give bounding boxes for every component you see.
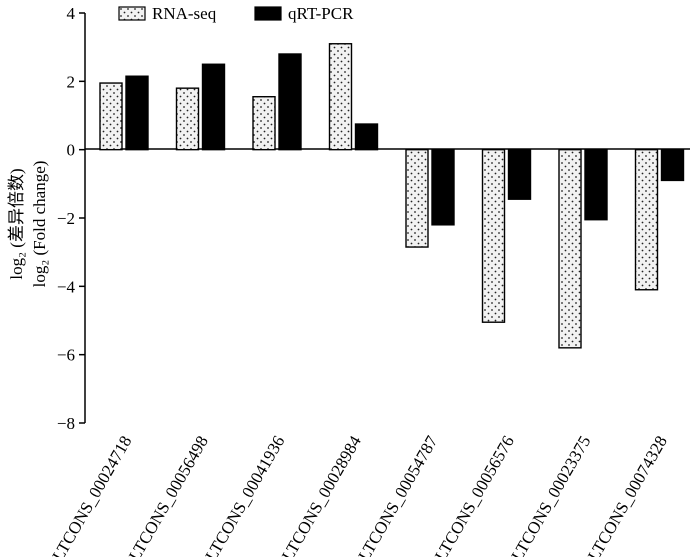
legend-swatch-rnaseq	[118, 6, 146, 21]
x-tick-label: LTCONS_00056498	[125, 433, 212, 557]
y-ticks: 4 2 0 −2 −4 −6 −8	[57, 4, 85, 433]
bar-rnaseq-ltcons_00024718	[99, 82, 123, 151]
legend: RNA-seq qRT-PCR	[118, 4, 354, 23]
x-tick-label: LTCONS_00074328	[584, 433, 671, 557]
bar-qrtpcr-ltcons_00028984	[354, 123, 379, 151]
bar-rnaseq-ltcons_00056498	[175, 87, 200, 151]
bars	[99, 43, 685, 349]
bar-qrtpcr-ltcons_00023375	[584, 148, 608, 221]
bar-qrtpcr-ltcons_00024718	[125, 75, 149, 151]
x-tick-label: LTCONS_00056576	[431, 433, 518, 557]
bar-rnaseq-ltcons_00023375	[558, 148, 582, 349]
legend-label-rnaseq: RNA-seq	[152, 4, 217, 23]
bar-qrtpcr-ltcons_00054787	[431, 148, 455, 226]
y-tick-label: 0	[67, 141, 76, 160]
bar-rnaseq-ltcons_00041936	[252, 96, 276, 151]
bar-rnaseq-ltcons_00074328	[634, 148, 659, 291]
bar-rnaseq-ltcons_00054787	[405, 148, 429, 248]
bar-rnaseq-ltcons_00028984	[328, 43, 353, 151]
bar-qrtpcr-ltcons_00056576	[507, 148, 532, 200]
y-axis-label-en: log₂ (Fold change)	[30, 161, 49, 288]
x-tick-label: LTCONS_00024718	[48, 433, 135, 557]
bar-qrtpcr-ltcons_00041936	[278, 53, 302, 151]
y-tick-label: 2	[67, 72, 76, 91]
x-tick-label: LTCONS_00054787	[354, 432, 441, 557]
x-tick-label: LTCONS_00028984	[278, 432, 365, 557]
bar-qrtpcr-ltcons_00056498	[201, 63, 226, 151]
y-tick-label: −2	[57, 209, 75, 228]
y-axis-label: log₂ (差异倍数) log₂ (Fold change)	[7, 161, 49, 288]
x-tick-label: LTCONS_00023375	[507, 433, 594, 557]
y-tick-label: 4	[67, 4, 76, 23]
bar-qrtpcr-ltcons_00074328	[660, 148, 685, 182]
x-tick-labels: LTCONS_00024718LTCONS_00056498LTCONS_000…	[48, 432, 670, 557]
x-tick-label: LTCONS_00041936	[201, 433, 288, 557]
legend-label-qrtpcr: qRT-PCR	[288, 4, 354, 23]
y-axis-label-cn: log₂ (差异倍数)	[7, 168, 26, 279]
y-tick-label: −4	[57, 277, 76, 296]
legend-swatch-qrtpcr	[254, 6, 282, 21]
bar-rnaseq-ltcons_00056576	[481, 148, 506, 323]
y-tick-label: −8	[57, 414, 75, 433]
y-tick-label: −6	[57, 346, 75, 365]
